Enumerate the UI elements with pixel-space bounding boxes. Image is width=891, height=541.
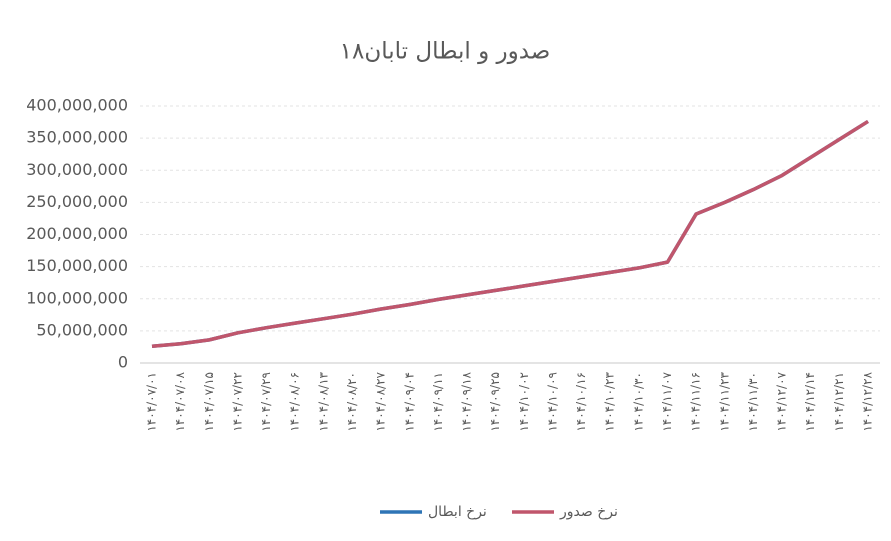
y-tick-label: 400,000,000 [26, 96, 128, 115]
x-tick-label: ۱۴۰۴/۰۷/۰۱ [145, 372, 159, 432]
x-tick-label: ۱۴۰۴/۰۹/۲۵ [488, 372, 502, 432]
x-tick-label: ۱۴۰۴/۰۷/۲۹ [259, 372, 273, 432]
x-tick-label: ۱۴۰۴/۱۰/۳۰ [631, 372, 645, 432]
x-tick-label: ۱۴۰۴/۱۲/۲۱ [832, 372, 846, 432]
x-tick-label: ۱۴۰۴/۰۹/۱۱ [431, 372, 445, 432]
x-tick-label: ۱۴۰۴/۰۹/۱۸ [460, 371, 474, 431]
y-tick-label: 50,000,000 [36, 320, 128, 339]
line-series [151, 119, 869, 349]
x-tick-label: ۱۴۰۴/۰۸/۰۶ [288, 372, 302, 432]
y-tick-label: 100,000,000 [26, 288, 128, 307]
chart-title: صدور و ابطال تابان۱۸ [340, 39, 551, 65]
x-tick-label: ۱۴۰۴/۱۱/۳۰ [746, 372, 760, 432]
x-tick-label: ۱۴۰۴/۱۱/۱۶ [689, 372, 703, 432]
x-tick-label: ۱۴۰۴/۱۰/۱۶ [574, 372, 588, 432]
y-tick-label: 300,000,000 [26, 160, 128, 179]
x-tick-label: ۱۴۰۴/۰۸/۲۷ [374, 371, 388, 431]
legend-label: نرخ ابطال [428, 504, 487, 520]
x-tick-label: ۱۴۰۴/۱۲/۰۷ [775, 371, 789, 431]
x-tick-label: ۱۴۰۴/۱۰/۰۲ [517, 372, 531, 432]
x-tick-label: ۱۴۰۴/۱۲/۲۸ [861, 371, 875, 431]
x-tick-label: ۱۴۰۴/۱۰/۲۳ [603, 371, 617, 431]
x-tick-label: ۱۴۰۴/۱۱/۲۳ [717, 371, 731, 431]
line-series [151, 119, 869, 349]
x-tick-label: ۱۴۰۴/۰۷/۲۲ [230, 372, 244, 432]
x-tick-label: ۱۴۰۴/۰۹/۰۴ [402, 372, 416, 432]
y-tick-label: 0 [118, 353, 128, 372]
x-tick-label: ۱۴۰۴/۰۷/۱۵ [202, 372, 216, 432]
x-tick-label: ۱۴۰۴/۱۰/۰۹ [545, 372, 559, 432]
y-tick-label: 350,000,000 [26, 128, 128, 147]
x-tick-label: ۱۴۰۴/۱۱/۰۷ [660, 371, 674, 431]
x-tick-label: ۱۴۰۴/۰۸/۲۰ [345, 372, 359, 432]
legend-label: نرخ صدور [559, 504, 618, 520]
y-tick-label: 250,000,000 [26, 192, 128, 211]
y-tick-label: 200,000,000 [26, 224, 128, 243]
x-tick-label: ۱۴۰۴/۱۲/۱۴ [803, 372, 817, 432]
x-tick-label: ۱۴۰۴/۰۷/۰۸ [173, 371, 187, 431]
x-tick-label: ۱۴۰۴/۰۸/۱۳ [316, 371, 330, 431]
y-tick-label: 150,000,000 [26, 256, 128, 275]
